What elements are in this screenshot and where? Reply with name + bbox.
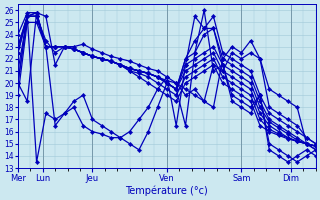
X-axis label: Température (°c): Température (°c) <box>125 185 208 196</box>
